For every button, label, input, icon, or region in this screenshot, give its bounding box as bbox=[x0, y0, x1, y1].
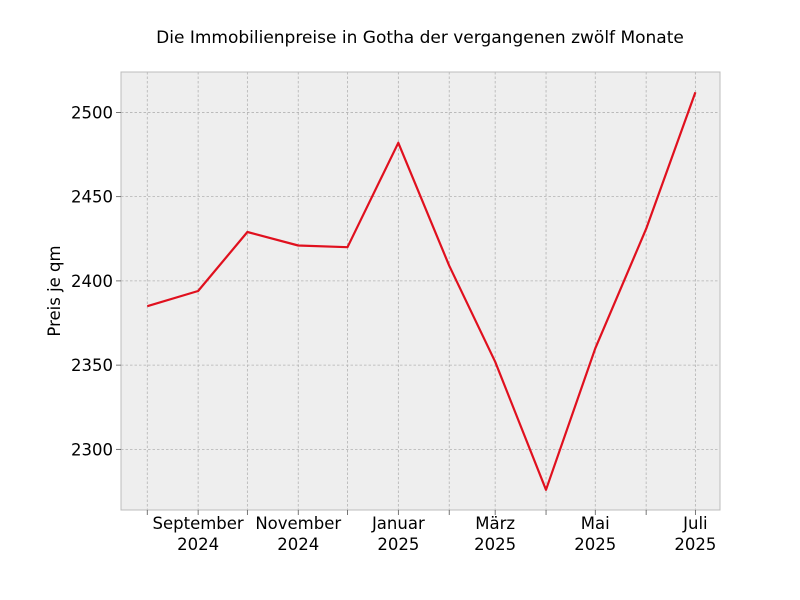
y-tick-label: 2500 bbox=[71, 103, 113, 122]
x-tick-label: September bbox=[153, 514, 244, 533]
y-axis: 2300 2350 2400 2450 2500 bbox=[71, 103, 121, 459]
x-tick-label: Mai bbox=[581, 514, 610, 533]
y-tick-label: 2300 bbox=[71, 440, 113, 459]
plot-area bbox=[121, 72, 720, 510]
y-axis-label: Preis je qm bbox=[45, 245, 64, 336]
y-tick-label: 2450 bbox=[71, 188, 113, 207]
x-tick-label: 2024 bbox=[277, 535, 319, 554]
x-tick-label: 2025 bbox=[377, 535, 419, 554]
series-layer bbox=[146, 91, 697, 491]
x-tick-label: November bbox=[255, 514, 341, 533]
plot-frame bbox=[120, 71, 721, 511]
chart-title: Die Immobilienpreise in Gotha der vergan… bbox=[156, 28, 684, 48]
series-line bbox=[146, 91, 697, 491]
x-tick-label: März bbox=[475, 514, 515, 533]
y-tick-label: 2350 bbox=[71, 356, 113, 375]
x-tick-label: Juli bbox=[682, 514, 708, 533]
x-tick-label: 2025 bbox=[574, 535, 616, 554]
x-axis: September 2024 November 2024 Januar 2025 März 2… bbox=[146, 510, 716, 554]
x-tick-label: Januar bbox=[371, 514, 425, 533]
x-tick-label: 2025 bbox=[474, 535, 516, 554]
x-tick-label: 2025 bbox=[674, 535, 716, 554]
x-tick-label: 2024 bbox=[177, 535, 219, 554]
y-tick-label: 2400 bbox=[71, 272, 113, 291]
